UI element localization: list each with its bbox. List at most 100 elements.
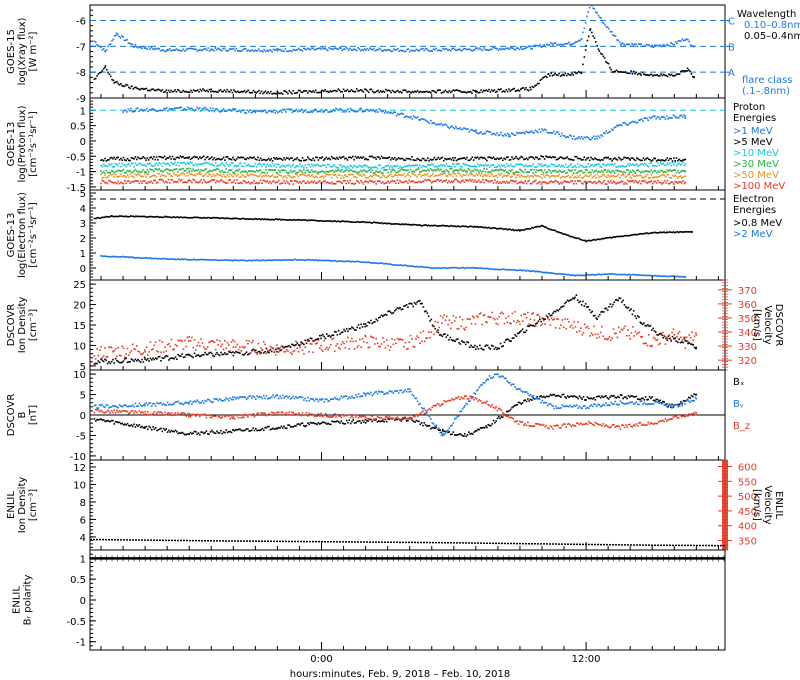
data-point — [109, 164, 112, 166]
data-point — [377, 111, 379, 113]
data-point — [117, 156, 120, 159]
data-point — [527, 131, 530, 134]
data-point — [446, 181, 449, 184]
data-point — [364, 261, 367, 263]
series-1 — [93, 294, 698, 365]
data-point — [422, 118, 424, 120]
data-point — [165, 257, 167, 260]
data-point — [623, 121, 626, 124]
data-point — [575, 137, 578, 140]
data-point — [472, 49, 475, 52]
data-point — [151, 107, 153, 110]
data-point — [613, 181, 616, 184]
data-point — [384, 262, 387, 265]
data-point — [288, 108, 291, 111]
data-point — [141, 358, 143, 361]
data-point — [370, 48, 373, 50]
data-point — [535, 166, 537, 169]
data-point — [412, 180, 415, 183]
data-point — [440, 157, 442, 160]
data-point — [149, 181, 151, 184]
data-point — [501, 134, 504, 137]
data-point — [558, 72, 560, 75]
data-point — [239, 259, 241, 261]
data-point — [632, 180, 634, 182]
data-point — [158, 168, 161, 170]
data-point — [494, 158, 496, 160]
data-point — [382, 174, 384, 176]
data-point — [227, 90, 230, 93]
data-point — [428, 179, 430, 181]
data-point — [445, 267, 448, 269]
data-point — [249, 165, 251, 167]
data-point — [280, 259, 282, 262]
data-point — [378, 156, 380, 159]
data-point — [513, 157, 516, 160]
data-point — [423, 165, 425, 167]
data-point — [226, 50, 228, 52]
data-point — [411, 90, 414, 93]
data-point — [188, 172, 191, 174]
data-point — [314, 164, 317, 167]
data-point — [513, 180, 516, 183]
data-point — [208, 217, 211, 219]
y-tick-label: -8 — [76, 68, 86, 79]
data-point — [385, 157, 388, 159]
data-point — [658, 274, 660, 277]
data-point — [124, 215, 127, 218]
data-point — [186, 172, 188, 174]
data-point — [521, 131, 523, 134]
data-point — [659, 118, 661, 121]
data-point — [474, 165, 476, 167]
data-point — [366, 177, 368, 179]
data-point — [472, 89, 475, 92]
data-point — [105, 49, 108, 51]
data-point — [484, 132, 486, 135]
data-point — [446, 175, 449, 177]
data-point — [299, 180, 301, 183]
data-point — [142, 156, 145, 158]
data-point — [273, 49, 276, 52]
data-point — [160, 109, 163, 112]
data-point — [350, 157, 353, 159]
data-point — [253, 156, 255, 158]
data-point — [405, 304, 408, 306]
data-point — [265, 218, 268, 221]
data-point — [166, 49, 168, 52]
data-point — [655, 165, 658, 167]
data-point — [547, 272, 549, 274]
data-point — [358, 48, 361, 50]
data-point — [161, 109, 164, 112]
series-2 — [100, 155, 687, 162]
data-point — [587, 156, 590, 159]
data-point — [287, 108, 290, 111]
data-point — [258, 259, 261, 262]
data-point — [598, 158, 600, 161]
data-point — [185, 109, 188, 111]
data-point — [126, 163, 129, 166]
data-point — [314, 108, 316, 111]
data-point — [367, 221, 370, 224]
data-point — [268, 351, 270, 354]
data-point — [353, 176, 355, 178]
data-point — [602, 159, 604, 161]
data-point — [114, 158, 117, 161]
data-point — [472, 175, 475, 177]
data-point — [167, 258, 170, 260]
data-point — [396, 174, 399, 177]
data-point — [433, 165, 436, 168]
data-point — [458, 225, 460, 228]
data-point — [292, 259, 294, 261]
data-point — [559, 75, 562, 77]
data-point — [554, 165, 557, 168]
data-point — [109, 173, 112, 176]
data-point — [309, 158, 312, 161]
data-point — [543, 128, 546, 131]
data-point — [607, 156, 609, 159]
data-point — [144, 88, 146, 90]
data-point — [421, 174, 424, 177]
data-point — [172, 258, 175, 261]
data-point — [272, 218, 274, 221]
data-point — [555, 174, 558, 177]
data-point — [388, 182, 391, 184]
